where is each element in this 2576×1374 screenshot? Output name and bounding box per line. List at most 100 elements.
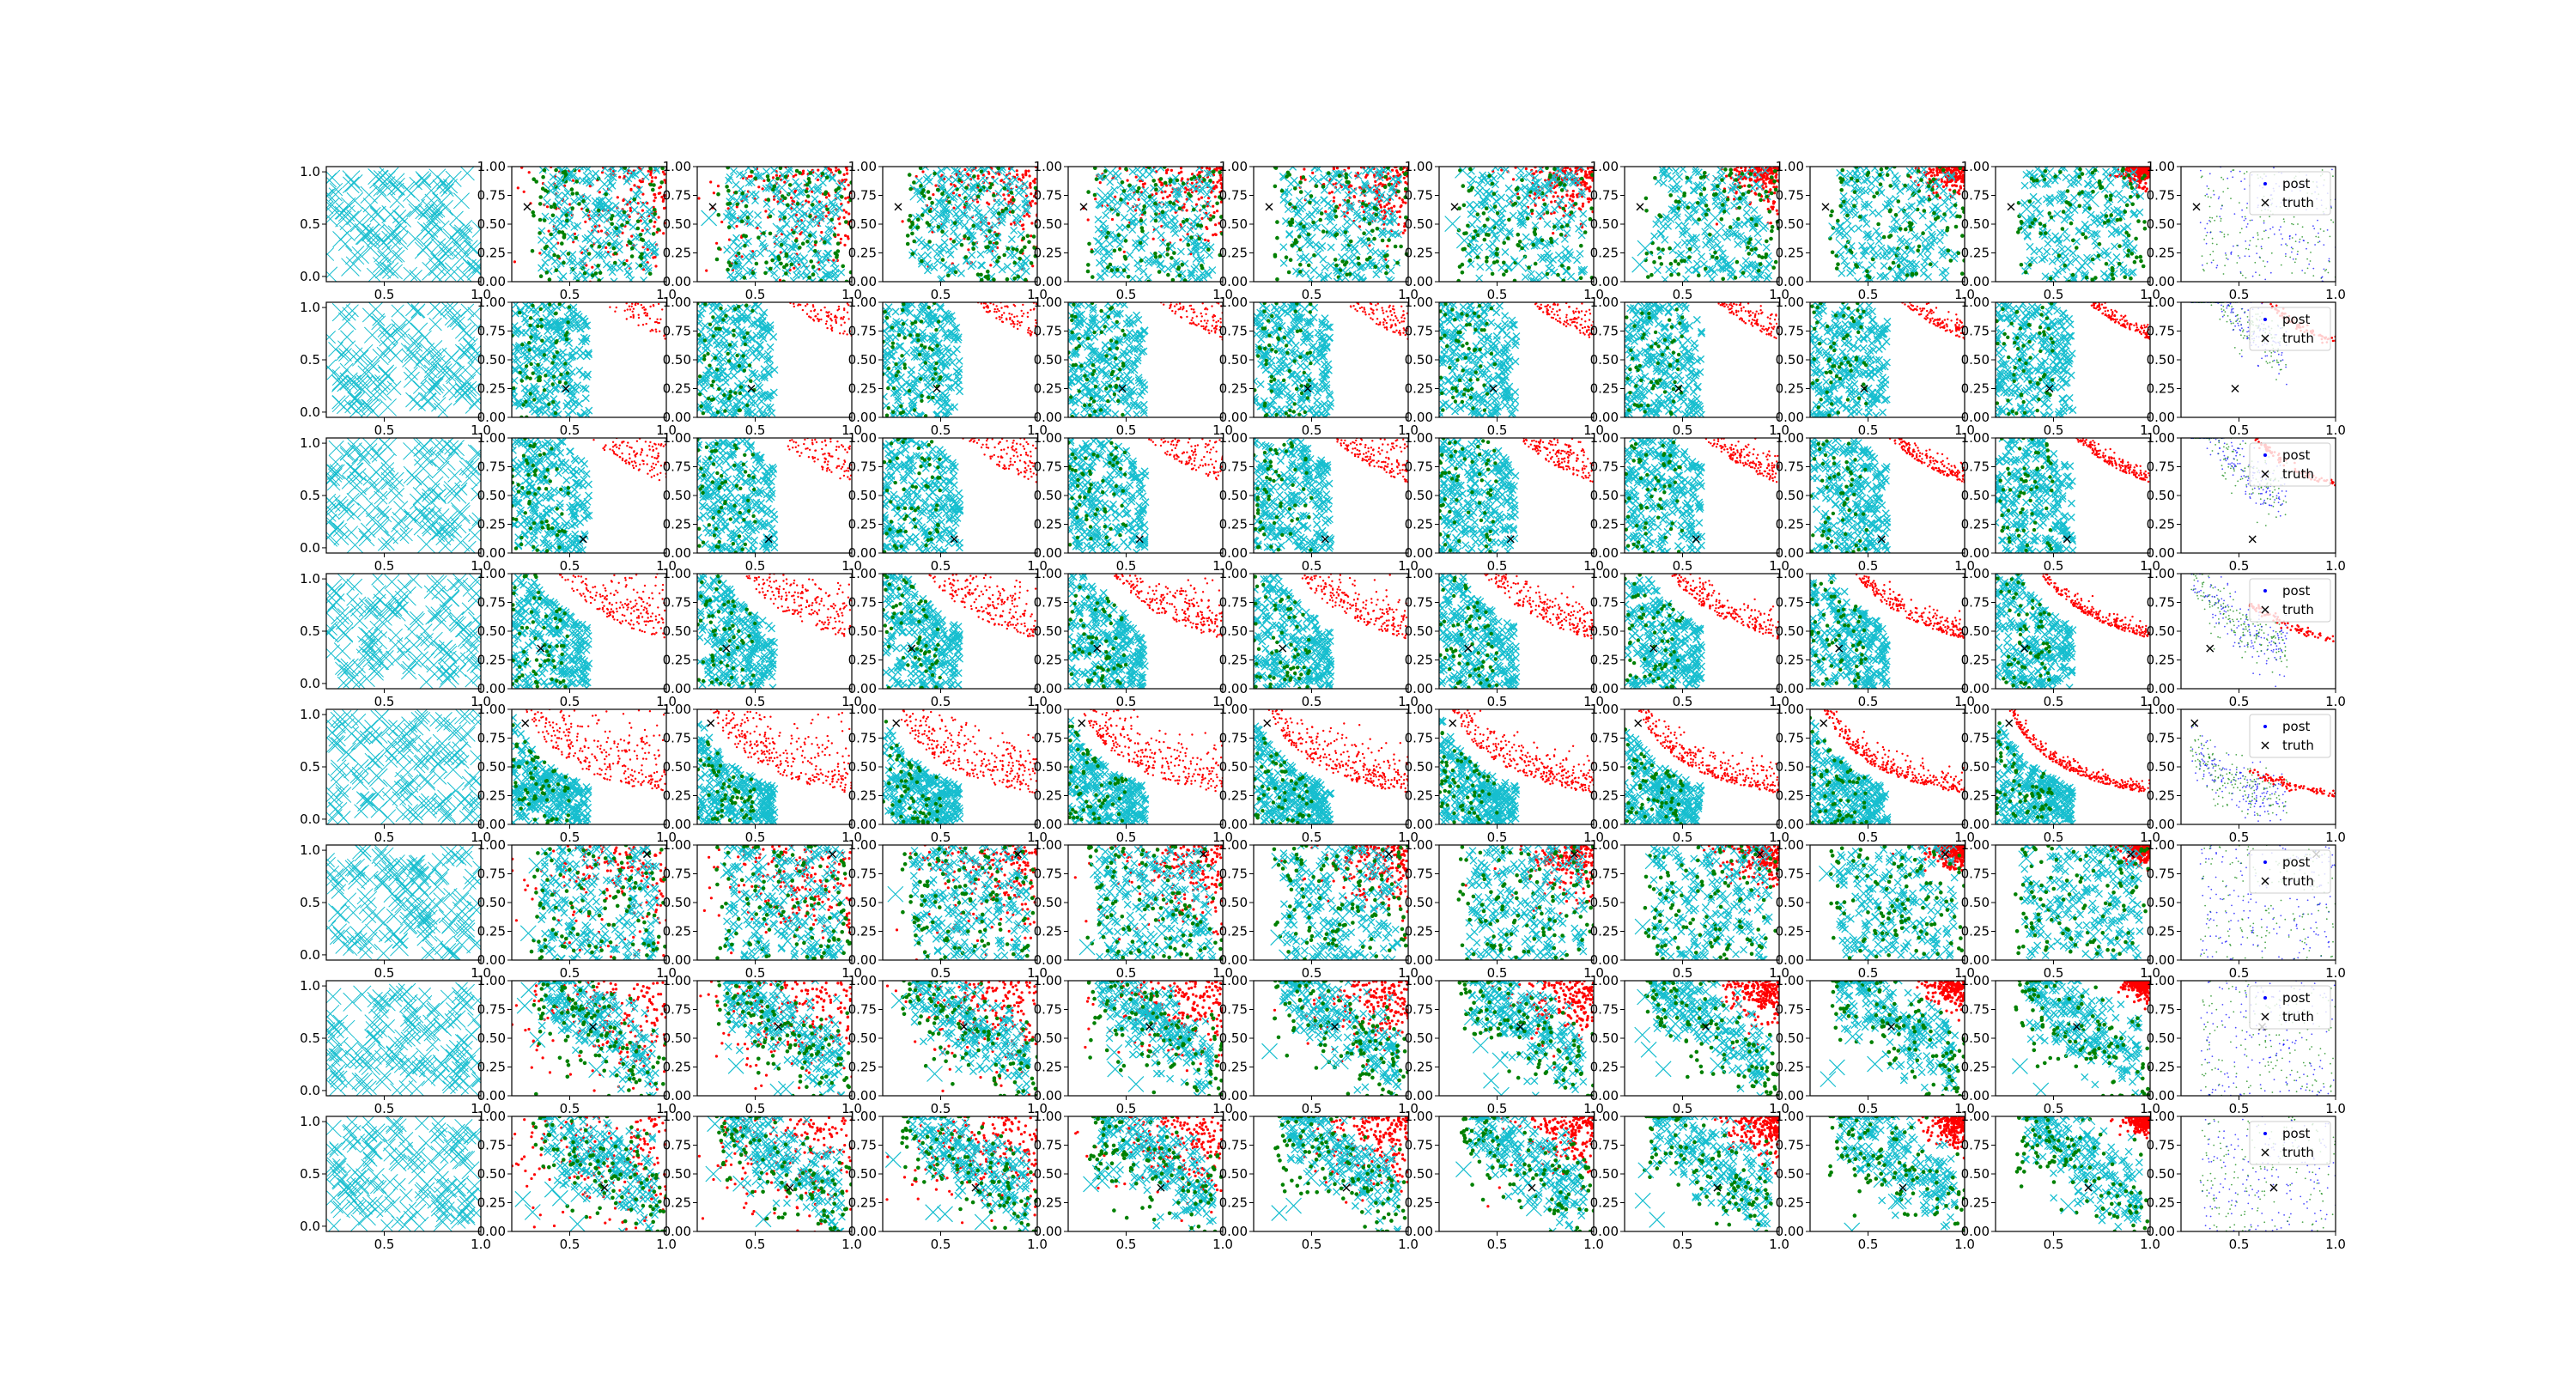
proposal-point [623, 268, 632, 277]
rejected-point [1168, 194, 1171, 198]
proposal-point [823, 249, 832, 258]
rejected-point [1587, 176, 1590, 179]
accepted-point [1948, 258, 1953, 263]
accepted-point [771, 187, 775, 192]
accepted-point [1146, 167, 1151, 170]
proposal-point [627, 276, 635, 282]
accepted-point [611, 214, 615, 218]
accepted-point [1697, 217, 1701, 222]
accepted-point [1673, 258, 1678, 264]
rejected-point [1552, 195, 1555, 198]
accepted-point [613, 251, 617, 256]
proposal-point [1115, 223, 1124, 232]
proposal-point [611, 201, 620, 210]
accepted-point [1926, 184, 1931, 188]
proposal-point [762, 167, 770, 176]
accepted-point [1473, 229, 1478, 234]
accepted-point [1297, 234, 1302, 239]
proposal-point [1157, 259, 1165, 268]
accepted-point [1024, 277, 1028, 282]
accepted-point [1754, 222, 1759, 228]
accepted-point [1301, 175, 1306, 179]
proposal-point [962, 257, 970, 265]
y-tick-label: 0.25 [1219, 246, 1248, 261]
proposal-point [398, 180, 416, 198]
proposal-point [2117, 195, 2125, 204]
proposal-point [976, 250, 985, 258]
accepted-point [1935, 193, 1940, 198]
accepted-point [805, 183, 810, 187]
proposal-point [1320, 196, 1328, 204]
accepted-point [648, 182, 653, 187]
rejected-point [1327, 192, 1331, 195]
accepted-point [635, 226, 641, 231]
proposal-point [471, 221, 481, 238]
accepted-point [953, 270, 958, 275]
rejected-point [813, 243, 817, 246]
rejected-point [1584, 170, 1588, 173]
rejected-point [646, 248, 649, 252]
accepted-point [597, 244, 602, 249]
accepted-point [1157, 254, 1163, 258]
rejected-point [1022, 175, 1025, 179]
accepted-point [1290, 220, 1295, 225]
rejected-point [976, 200, 980, 204]
proposal-point [961, 187, 969, 196]
proposal-point [1948, 210, 1957, 219]
proposal-point [1847, 225, 1856, 234]
accepted-point [951, 240, 957, 244]
proposal-point [1874, 237, 1883, 246]
accepted-point [1558, 181, 1563, 185]
proposal-point [1133, 203, 1141, 211]
accepted-point [1945, 228, 1949, 233]
accepted-point [598, 271, 603, 276]
proposal-point [374, 233, 388, 248]
accepted-point [918, 167, 923, 170]
proposal-point [453, 224, 471, 241]
proposal-point [377, 250, 392, 265]
accepted-point [1703, 171, 1707, 175]
proposal-point [939, 220, 948, 228]
rejected-point [715, 241, 719, 245]
rejected-point [824, 204, 828, 208]
accepted-point [1702, 186, 1707, 192]
proposal-point [1157, 231, 1165, 240]
proposal-point [2111, 242, 2119, 251]
y-tick-label: 0.00 [663, 274, 691, 289]
rejected-point [1021, 285, 1024, 288]
proposal-point [602, 260, 611, 269]
rejected-point [1769, 188, 1772, 192]
rejected-point [949, 237, 952, 240]
accepted-point [1374, 212, 1378, 217]
accepted-point [1334, 204, 1339, 210]
rejected-point [1190, 181, 1194, 185]
accepted-point [822, 240, 827, 245]
plot-area [1444, 167, 1594, 282]
accepted-point [910, 252, 915, 256]
proposal-point [610, 263, 617, 271]
proposal-point [1094, 216, 1103, 224]
rejected-point [1024, 194, 1029, 198]
proposal-point [1498, 204, 1507, 213]
proposal-point [1692, 266, 1701, 274]
rejected-point [901, 220, 904, 223]
proposal-point [459, 219, 473, 234]
plot-area [1821, 167, 1965, 282]
accepted-point [1736, 216, 1741, 222]
rejected-point [1776, 212, 1779, 216]
rejected-point [1208, 167, 1212, 170]
proposal-point [792, 178, 800, 186]
accepted-point [632, 197, 637, 202]
proposal-point [825, 272, 834, 281]
rejected-point [1010, 222, 1013, 226]
proposal-point [374, 262, 392, 279]
accepted-point [1186, 242, 1191, 247]
plot-area [2007, 167, 2150, 282]
y-tick-label: 1.00 [848, 159, 877, 174]
accepted-point [1962, 210, 1965, 215]
proposal-point [729, 167, 738, 175]
proposal-point [1475, 274, 1484, 282]
proposal-point [1007, 235, 1016, 244]
accepted-point [825, 175, 829, 179]
proposal-point [541, 258, 550, 267]
